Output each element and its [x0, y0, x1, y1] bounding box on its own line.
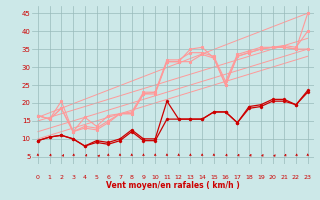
X-axis label: Vent moyen/en rafales ( km/h ): Vent moyen/en rafales ( km/h ): [106, 182, 240, 191]
